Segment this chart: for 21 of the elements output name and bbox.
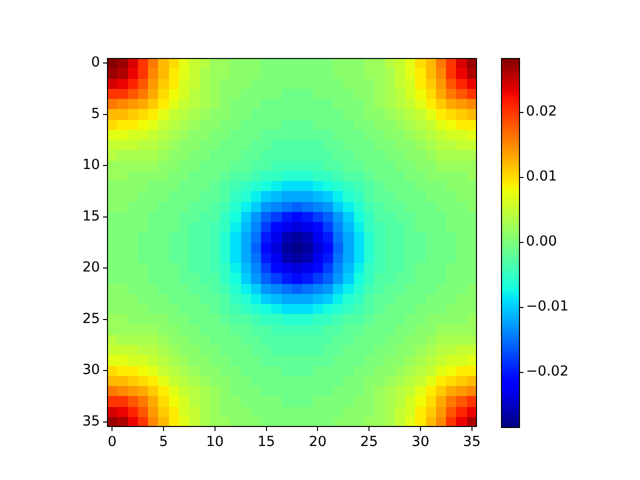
x-tick-label: 30 bbox=[412, 434, 430, 450]
color-bar-label: 0.02 bbox=[526, 104, 557, 120]
x-tick-label: 5 bbox=[159, 434, 168, 450]
color-bar-label: 0.00 bbox=[526, 233, 557, 250]
y-tick-label: 30 bbox=[82, 362, 100, 378]
color-bar-label: −0.01 bbox=[526, 298, 569, 314]
x-tick-label: 25 bbox=[360, 434, 378, 450]
y-tick-label: 5 bbox=[91, 106, 100, 122]
y-tick-label: 35 bbox=[82, 413, 100, 430]
y-tick-label: 20 bbox=[82, 260, 100, 276]
x-tick-label: 0 bbox=[108, 434, 117, 450]
color-bar-label: 0.01 bbox=[526, 168, 557, 184]
x-tick-label: 15 bbox=[257, 434, 276, 450]
color-bar-label: −0.02 bbox=[526, 363, 569, 380]
y-tick-label: 0 bbox=[91, 54, 100, 71]
y-tick-label: 15 bbox=[82, 208, 100, 224]
x-tick-label: 35 bbox=[463, 434, 481, 450]
y-tick-label: 25 bbox=[82, 310, 100, 327]
y-tick-label: 10 bbox=[82, 157, 100, 174]
x-tick-label: 20 bbox=[308, 434, 327, 450]
x-tick-label: 10 bbox=[206, 434, 224, 450]
